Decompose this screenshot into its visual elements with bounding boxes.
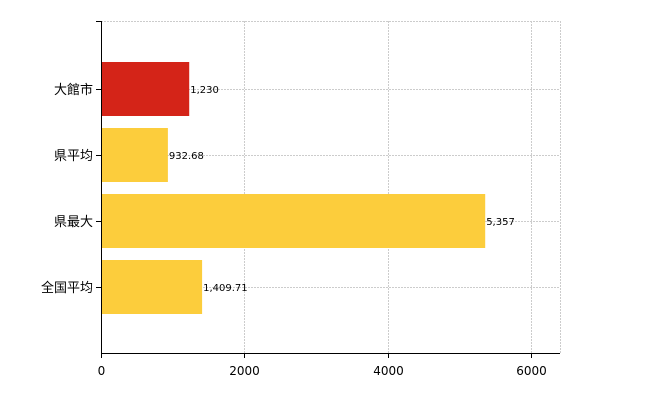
x-tick-label-1: 2000 <box>229 364 260 378</box>
bar-3 <box>102 260 203 314</box>
bar-1 <box>102 128 168 182</box>
data-label-2: 5,357 <box>486 217 515 228</box>
bars <box>102 62 486 314</box>
data-label-3: 1,409.71 <box>203 283 248 294</box>
labels: 1,230 大館市 932.68 県平均 5,357 県最大 1,409.71 全国平均 0 20… <box>41 82 547 378</box>
x-tick-label-0: 0 <box>98 364 106 378</box>
data-label-1: 932.68 <box>169 151 204 162</box>
category-label-2: 県最大 <box>54 215 93 230</box>
category-label-0: 大館市 <box>54 82 93 98</box>
bar-2 <box>102 194 486 248</box>
category-label-3: 全国平均 <box>41 280 93 296</box>
bar-0 <box>102 62 190 116</box>
axes <box>96 21 560 358</box>
category-label-1: 県平均 <box>54 149 93 164</box>
data-label-0: 1,230 <box>190 85 219 96</box>
x-tick-label-2: 4000 <box>373 364 404 378</box>
x-tick-label-3: 6000 <box>516 364 547 378</box>
